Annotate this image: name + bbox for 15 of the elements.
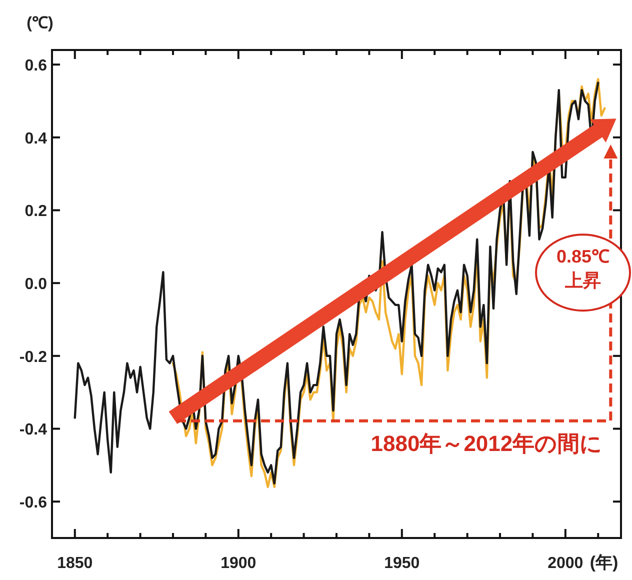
x-tick-label: 1900	[220, 555, 256, 572]
x-tick-label: 1950	[384, 555, 420, 572]
y-tick-label: 0.4	[24, 130, 48, 148]
annotation: 1880年～2012年の間に	[370, 430, 603, 456]
x-tick-label: 2000	[548, 555, 584, 572]
y-axis-title: (℃)	[26, 15, 54, 32]
y-tick-label: 0.2	[24, 203, 48, 220]
y-tick-label: -0.2	[19, 348, 48, 366]
y-tick-label: -0.6	[19, 494, 48, 512]
annotation: 0.85℃ 上昇	[556, 246, 610, 291]
x-tick-label: 1850	[57, 555, 93, 572]
y-tick-label: -0.4	[19, 422, 48, 439]
y-tick-label: 0.0	[24, 276, 48, 294]
y-tick-label: 0.6	[24, 58, 48, 75]
x-axis-title: (年)	[590, 553, 618, 572]
